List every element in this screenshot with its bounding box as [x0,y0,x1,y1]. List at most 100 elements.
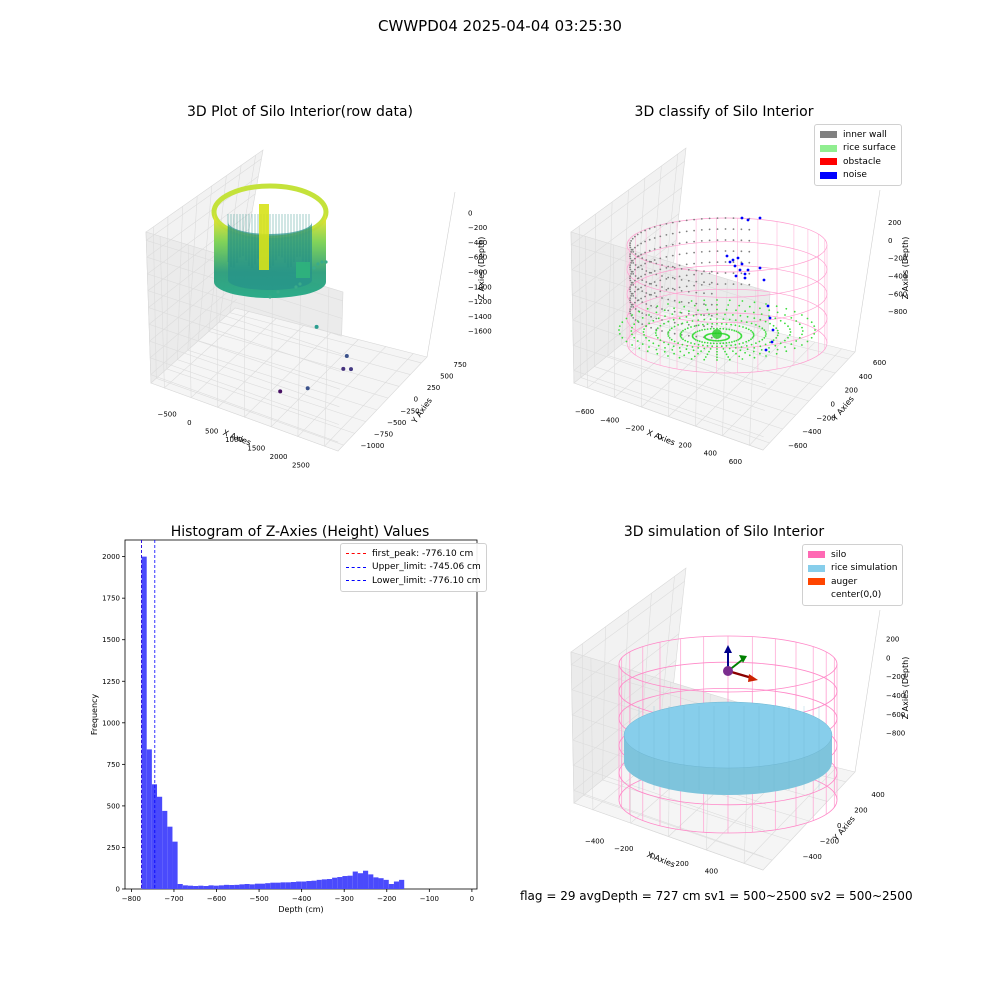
inner-wall-point [732,250,735,253]
inner-wall-point [634,253,637,255]
rice-surface-point [769,322,771,325]
p4-y-tick-label: 400 [871,791,884,799]
inner-wall-point [695,313,698,316]
inner-wall-point [680,301,683,303]
rice-surface-point [688,310,690,313]
legend-item-obstacle: obstacle [820,155,896,169]
p1-gridline [297,279,387,438]
rice-surface-point [759,318,762,321]
rice-surface-point [703,341,706,344]
rice-surface-point [724,350,726,353]
inner-wall-point [710,303,713,306]
inner-wall-point [634,246,636,249]
rice-surface-point [673,352,675,355]
y-tick-label: 2000 [102,553,120,561]
histogram-bar [260,883,266,889]
rice-surface-point [752,335,755,338]
rice-surface-point [697,352,699,355]
inner-wall-point [648,282,651,285]
inner-wall-point [630,284,632,286]
noise-point [758,216,762,220]
inner-wall-point [636,244,639,247]
rice-surface-point [711,339,714,342]
inner-wall-point [644,229,646,232]
inner-wall-point [695,269,698,272]
p1-edge [426,191,456,358]
rice-surface-point [656,327,659,329]
rice-surface-point [697,343,700,346]
rice-surface-point [738,355,741,358]
p2-x-tick-label: 0 [658,433,662,441]
rice-surface-point [692,349,695,352]
inner-wall-point [644,240,646,243]
p1-y-tick-label: 250 [427,384,440,392]
rice-surface-point [745,327,748,330]
rice-surface-point [657,344,660,347]
rice-surface-point [750,329,752,332]
z-axis-label: Z Axies (Depth) [901,657,910,720]
rice-surface-point [725,323,728,325]
inner-wall-point [724,272,727,274]
rice-surface-point [722,342,725,345]
legend-label: rice simulation [831,563,898,574]
p1-x-tick-label: 500 [205,427,218,435]
rice-surface-point [694,331,697,334]
inner-wall-point [630,240,632,242]
inner-wall-point [645,292,648,294]
inner-wall-point [665,223,668,225]
rice-surface-point [750,322,753,325]
p4-z-tick-label: −800 [886,730,905,738]
rice-surface-point [764,320,767,323]
rice-surface-point [784,346,786,348]
rice-surface-point [753,301,756,304]
rice-surface-point [638,310,641,313]
noise-point [733,264,737,268]
inner-wall-point [703,314,705,317]
inner-wall-point [687,312,690,315]
classify-legend: inner wall rice surface obstacle noise [814,124,902,186]
rice-surface-point [680,337,683,339]
inner-wall-point [629,268,632,271]
rice-surface-point [746,348,749,351]
rice-surface-point [768,347,770,349]
histogram-bar [157,796,163,889]
rice-surface-point [670,338,673,341]
inner-wall-point [640,231,642,234]
rice-surface-point [668,337,671,339]
rice-surface-point [681,343,684,346]
inner-wall-point [671,287,674,290]
rice-surface-point [625,340,628,343]
rice-surface-point [648,314,650,316]
inner-wall-point [708,272,711,275]
outlier-point [314,324,319,329]
rice-surface-point [759,352,761,355]
p4-y-tick-label: 200 [854,806,867,814]
inner-wall-point [650,260,652,263]
inner-wall-point [645,314,648,316]
rice-surface-point [787,336,789,339]
inner-wall-point [678,253,681,256]
inner-wall-point [703,270,705,273]
rice-surface-point [686,340,689,343]
histogram-bar [239,884,245,889]
rice-surface-point [625,317,628,320]
y-axis-label: Y Axies [831,814,857,843]
inner-wall-point [648,260,651,263]
inner-wall-point [650,315,652,318]
inner-wall-point [667,309,670,312]
rice-surface-point [711,322,714,325]
histogram-bar [296,881,302,889]
inner-wall-point [634,268,636,271]
histogram-bar [311,880,317,889]
noise-point [728,260,732,264]
p2-z-tick-label: 200 [888,219,901,227]
inner-wall-point [634,308,637,310]
rice-surface-point [646,307,649,310]
rice-surface-point [618,333,621,335]
silo-wire-ring [626,265,828,323]
inner-wall-point [629,312,632,315]
rice-surface-point [667,331,670,333]
noise-point [734,274,738,278]
inner-wall-point [631,248,634,251]
